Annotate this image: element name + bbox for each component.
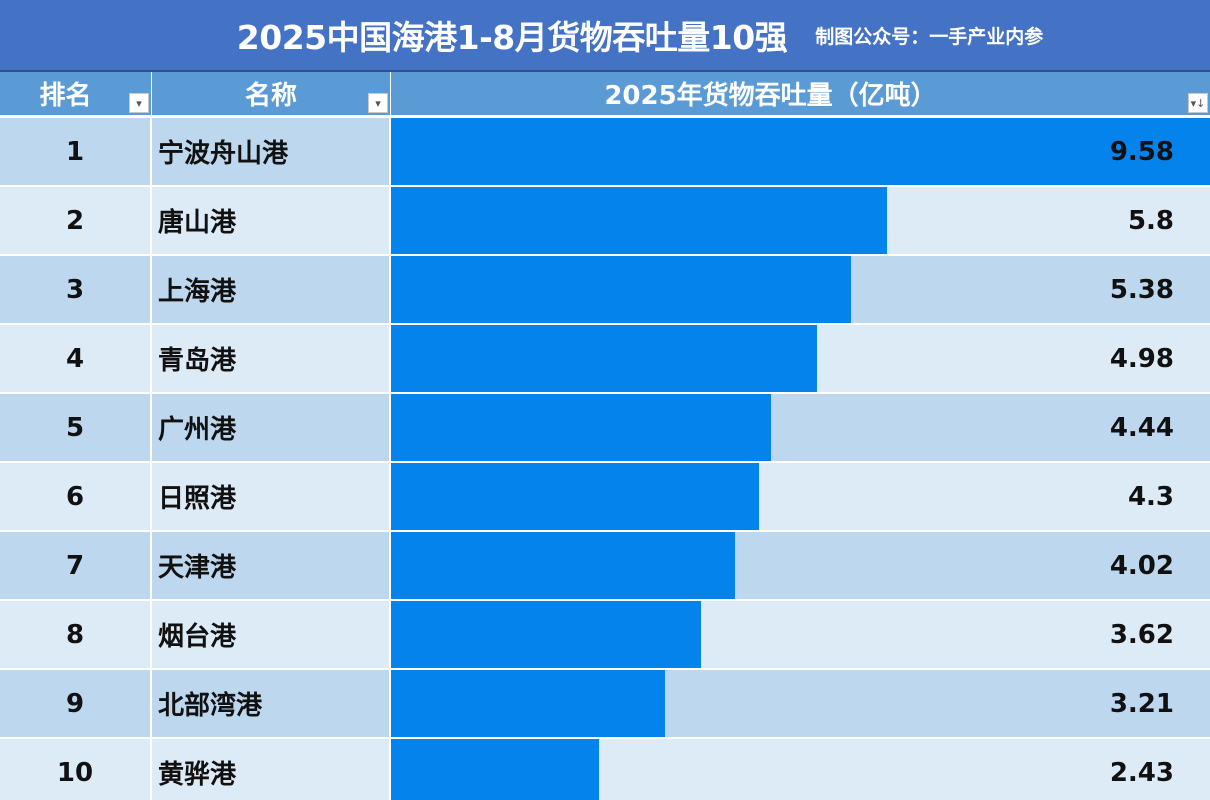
data-bar bbox=[391, 532, 735, 599]
data-bar bbox=[391, 739, 599, 800]
value-cell: 5.38 bbox=[391, 256, 1210, 323]
value-cell: 4.3 bbox=[391, 463, 1210, 530]
rank-cell: 9 bbox=[0, 670, 152, 737]
filter-dropdown-icon[interactable]: ▾ bbox=[368, 93, 388, 113]
value-cell: 4.44 bbox=[391, 394, 1210, 461]
value-cell: 9.58 bbox=[391, 118, 1210, 185]
port-name-cell: 烟台港 bbox=[152, 601, 391, 668]
data-bar bbox=[391, 256, 851, 323]
rank-cell: 7 bbox=[0, 532, 152, 599]
rank-cell: 1 bbox=[0, 118, 152, 185]
value-cell: 4.02 bbox=[391, 532, 1210, 599]
value-label: 4.02 bbox=[1109, 550, 1174, 581]
data-bar bbox=[391, 325, 817, 392]
data-bar bbox=[391, 670, 666, 737]
table-row[interactable]: 1 宁波舟山港 9.58 bbox=[0, 118, 1210, 187]
value-label: 3.21 bbox=[1109, 688, 1174, 719]
table-row[interactable]: 4 青岛港 4.98 bbox=[0, 325, 1210, 394]
data-bar bbox=[391, 118, 1210, 185]
data-bar bbox=[391, 187, 887, 254]
page-title: 2025中国海港1-8月货物吞吐量10强 bbox=[236, 18, 788, 57]
column-header-value: 2025年货物吞吐量（亿吨） ▾↓ bbox=[391, 72, 1210, 115]
value-cell: 4.98 bbox=[391, 325, 1210, 392]
table-row[interactable]: 2 唐山港 5.8 bbox=[0, 187, 1210, 256]
port-name-cell: 黄骅港 bbox=[152, 739, 391, 800]
value-label: 2.43 bbox=[1109, 757, 1174, 788]
value-label: 3.62 bbox=[1109, 619, 1174, 650]
rank-cell: 10 bbox=[0, 739, 152, 800]
value-cell: 3.21 bbox=[391, 670, 1210, 737]
port-name-cell: 上海港 bbox=[152, 256, 391, 323]
table-row[interactable]: 10 黄骅港 2.43 bbox=[0, 739, 1210, 800]
port-name-cell: 青岛港 bbox=[152, 325, 391, 392]
port-name-cell: 日照港 bbox=[152, 463, 391, 530]
data-bar bbox=[391, 601, 701, 668]
page-subtitle: 制图公众号：一手产业内参 bbox=[815, 25, 1044, 48]
table-row[interactable]: 5 广州港 4.44 bbox=[0, 394, 1210, 463]
value-cell: 5.8 bbox=[391, 187, 1210, 254]
rank-cell: 2 bbox=[0, 187, 152, 254]
port-name-cell: 北部湾港 bbox=[152, 670, 391, 737]
title-bar: 2025中国海港1-8月货物吞吐量10强 制图公众号：一手产业内参 bbox=[0, 0, 1210, 72]
value-cell: 2.43 bbox=[391, 739, 1210, 800]
value-label: 4.44 bbox=[1109, 412, 1174, 443]
filter-dropdown-icon[interactable]: ▾ bbox=[129, 93, 149, 113]
port-name-cell: 天津港 bbox=[152, 532, 391, 599]
port-name-cell: 广州港 bbox=[152, 394, 391, 461]
value-label: 5.38 bbox=[1109, 274, 1174, 305]
rank-cell: 3 bbox=[0, 256, 152, 323]
table-row[interactable]: 7 天津港 4.02 bbox=[0, 532, 1210, 601]
data-bar bbox=[391, 394, 771, 461]
column-header-rank: 排名 ▾ bbox=[0, 72, 152, 115]
sort-descending-icon[interactable]: ▾↓ bbox=[1188, 93, 1208, 113]
port-name-cell: 宁波舟山港 bbox=[152, 118, 391, 185]
table-row[interactable]: 9 北部湾港 3.21 bbox=[0, 670, 1210, 739]
rank-cell: 8 bbox=[0, 601, 152, 668]
table-row[interactable]: 3 上海港 5.38 bbox=[0, 256, 1210, 325]
data-bar bbox=[391, 463, 759, 530]
value-label: 4.3 bbox=[1127, 481, 1174, 512]
rank-cell: 6 bbox=[0, 463, 152, 530]
table-row[interactable]: 8 烟台港 3.62 bbox=[0, 601, 1210, 670]
column-header-name: 名称 ▾ bbox=[152, 72, 391, 115]
port-name-cell: 唐山港 bbox=[152, 187, 391, 254]
column-header-rank-label: 排名 bbox=[39, 81, 92, 111]
table-body: 1 宁波舟山港 9.58 2 唐山港 5.8 3 上海港 5.38 4 青岛港 4.98 5 广州港 4.4… bbox=[0, 118, 1210, 800]
rank-cell: 5 bbox=[0, 394, 152, 461]
table-header: 排名 ▾ 名称 ▾ 2025年货物吞吐量（亿吨） ▾↓ bbox=[0, 72, 1210, 118]
column-header-value-label: 2025年货物吞吐量（亿吨） bbox=[604, 81, 937, 111]
value-label: 5.8 bbox=[1127, 205, 1174, 236]
value-cell: 3.62 bbox=[391, 601, 1210, 668]
value-label: 4.98 bbox=[1109, 343, 1174, 374]
column-header-name-label: 名称 bbox=[244, 81, 297, 111]
rank-cell: 4 bbox=[0, 325, 152, 392]
value-label: 9.58 bbox=[1109, 136, 1174, 167]
table-row[interactable]: 6 日照港 4.3 bbox=[0, 463, 1210, 532]
